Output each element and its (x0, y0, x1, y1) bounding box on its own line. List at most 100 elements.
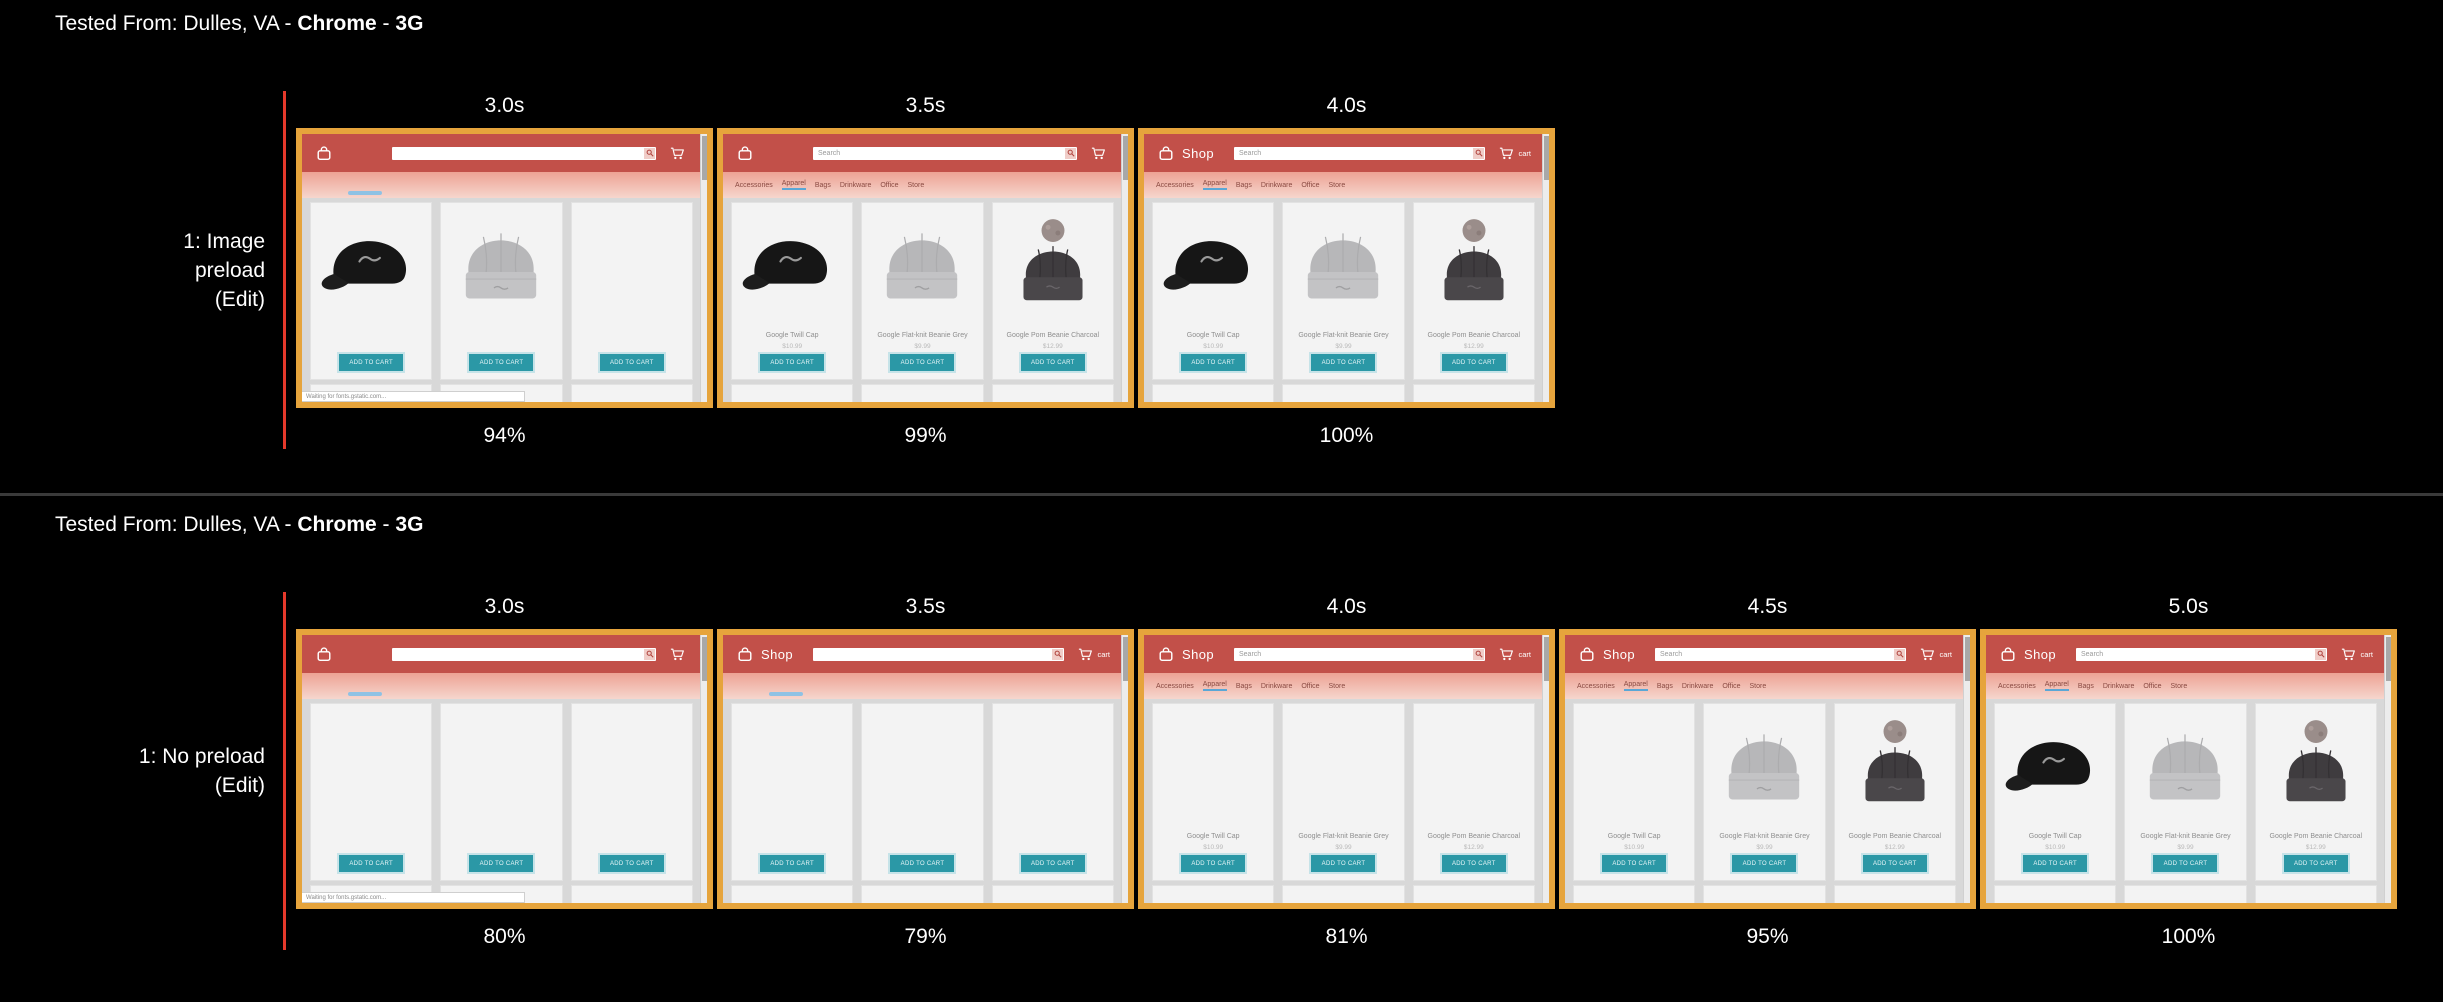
product-card-partial (570, 384, 693, 402)
filmstrip-thumbnail[interactable]: Shop Search (1138, 629, 1555, 909)
scrollbar[interactable] (1542, 635, 1549, 903)
shop-nav-item: Drinkware (1681, 682, 1714, 690)
add-to-cart-button: ADD TO CART (1441, 354, 1506, 371)
shop-header: Search (723, 134, 1128, 172)
filmstrip-thumbnail[interactable]: Shop (717, 629, 1134, 909)
product-image-area (2256, 710, 2376, 822)
tested-from-prefix: Tested From: Dulles, VA - (55, 513, 298, 536)
frame-time-label: 3.0s (484, 595, 525, 618)
product-grid: ADD TO CART (302, 198, 701, 380)
add-to-cart-button: ADD TO CART (339, 855, 404, 872)
product-image-cap (2005, 742, 2091, 791)
scrollbar-thumb[interactable] (2386, 637, 2391, 681)
edit-link[interactable]: (Edit) (214, 774, 265, 797)
filmstrip-thumbnail[interactable]: Shop Search (1559, 629, 1976, 909)
product-grid-partial-row (723, 384, 1122, 402)
run-label-cell: 1: No preload (Edit) (0, 592, 283, 950)
product-card: Google Twill Cap $10.99 ADD TO CART (1152, 202, 1275, 380)
shop-page-screenshot: Search (723, 134, 1128, 402)
product-name: Google Pom Beanie Charcoal (1427, 332, 1521, 339)
search-icon (1067, 149, 1075, 157)
shop-nav-band: Accessories Apparel Bags Drinkware Office Sto… (723, 172, 1128, 198)
product-image-area (1153, 710, 1273, 822)
add-to-cart-button: ADD TO CART (1311, 354, 1376, 371)
filmstrip-row: 1: Image preload (Edit) 3.0s (0, 91, 2443, 493)
product-card-partial (731, 384, 854, 402)
scrollbar[interactable] (1121, 635, 1128, 903)
product-price: $9.99 (1756, 844, 1773, 851)
product-price: $12.99 (1463, 844, 1484, 851)
shop-page-screenshot: Shop Search (1986, 635, 2391, 903)
shop-search-placeholder: Search (2081, 650, 2104, 658)
add-to-cart-button: ADD TO CART (760, 354, 825, 371)
shop-nav-band: Accessories Apparel Bags Drinkware Office Sto… (1986, 673, 2391, 699)
filmstrip-thumbnail[interactable]: Search (717, 128, 1134, 408)
add-to-cart-button: ADD TO CART (469, 855, 534, 872)
scrollbar-thumb[interactable] (1544, 136, 1549, 180)
shop-bag-icon (1580, 646, 1594, 661)
product-image-cap (742, 241, 828, 290)
cart-icon (2342, 648, 2356, 660)
filmstrip-thumbnail[interactable]: ADD TO CART (296, 128, 713, 408)
add-to-cart-button: ADD TO CART (2023, 855, 2088, 872)
cart-label: cart (1518, 649, 1531, 659)
product-grid: Google Twill Cap $10.99 ADD TO CART (1986, 699, 2385, 881)
product-name: Google Flat-knit Beanie Grey (877, 332, 968, 339)
filmstrip-thumbnail[interactable]: Shop Search (1980, 629, 2397, 909)
shop-bag-icon (317, 145, 331, 160)
scrollbar-thumb[interactable] (1123, 136, 1128, 180)
product-name: Google Flat-knit Beanie Grey (1298, 332, 1389, 339)
product-image-area (572, 710, 692, 822)
filmstrip-frame: 3.0s (296, 592, 713, 950)
add-to-cart-button: ADD TO CART (1181, 354, 1246, 371)
filmstrip-thumbnail[interactable]: Shop Search (1138, 128, 1555, 408)
search-icon (1054, 650, 1062, 658)
product-card-partial (731, 885, 854, 903)
frame-progress-label: 81% (1325, 925, 1368, 948)
shop-search-bar: Search (1234, 647, 1486, 661)
product-card: Google Twill Cap $10.99 ADD TO CART (731, 202, 854, 380)
frame-progress-label: 79% (904, 925, 947, 948)
shop-nav-band: Accessories Apparel Bags Drinkware Office Sto… (1144, 673, 1549, 699)
filmstrip-thumbnail[interactable]: ADD TO CART (296, 629, 713, 909)
product-name: Google Flat-knit Beanie Grey (1298, 833, 1389, 840)
product-image-area (1153, 209, 1273, 321)
frame-time-label: 3.5s (905, 94, 946, 117)
product-price: $9.99 (914, 343, 931, 350)
edit-link[interactable]: (Edit) (214, 287, 265, 311)
nav-underline-smudge (348, 191, 382, 195)
product-grid: ADD TO CART (302, 699, 701, 881)
scrollbar-thumb[interactable] (1544, 637, 1549, 681)
scrollbar-thumb[interactable] (702, 637, 707, 681)
scrollbar-thumb[interactable] (1965, 637, 1970, 681)
scrollbar-thumb[interactable] (1123, 637, 1128, 681)
scrollbar[interactable] (700, 134, 707, 402)
product-image-area (732, 209, 852, 321)
shop-page-screenshot: Shop Search (1144, 134, 1549, 402)
shop-nav-band: Accessories Apparel Bags Drinkware Office Sto… (1565, 673, 1970, 699)
shop-search-button (1065, 147, 1076, 159)
product-grid: ADD TO CART (723, 699, 1122, 881)
product-image-cap (321, 241, 407, 290)
product-card: ADD TO CART (440, 703, 563, 881)
filmstrip-frame: 4.0s Shop Search (1138, 91, 1555, 449)
product-name: Google Twill Cap (2028, 833, 2082, 840)
scrollbar[interactable] (2384, 635, 2391, 903)
shop-bag-icon (738, 145, 752, 160)
product-price: $10.99 (1624, 844, 1645, 851)
product-card: Google Flat-knit Beanie Grey $9.99 ADD T… (1703, 703, 1826, 881)
scrollbar[interactable] (1963, 635, 1970, 903)
cart-icon (670, 648, 684, 660)
cart-icon (1500, 147, 1514, 159)
product-card-partial (991, 885, 1114, 903)
shop-search-bar: Search (813, 146, 1077, 160)
shop-nav-item: Drinkware (1260, 181, 1293, 189)
shop-page-screenshot: Shop (723, 635, 1128, 903)
product-image-area (1414, 710, 1534, 822)
shop-search-bar: Search (1234, 146, 1486, 160)
scrollbar-thumb[interactable] (702, 136, 707, 180)
scrollbar[interactable] (1121, 134, 1128, 402)
shop-logo: Shop (1182, 145, 1214, 161)
scrollbar[interactable] (1542, 134, 1549, 402)
scrollbar[interactable] (700, 635, 707, 903)
